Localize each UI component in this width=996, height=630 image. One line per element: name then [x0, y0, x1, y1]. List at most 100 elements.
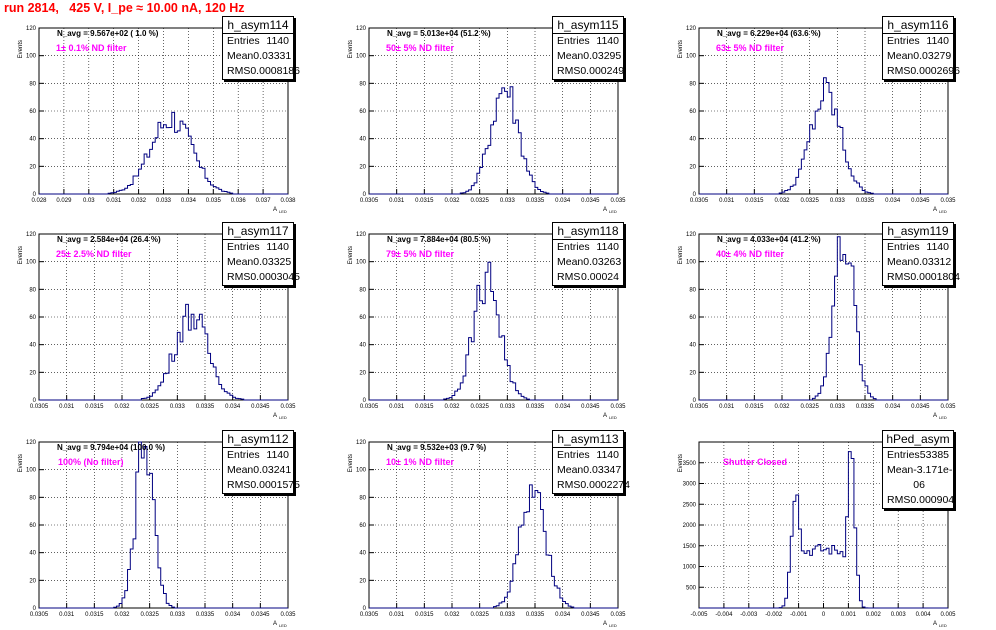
y-tick-label: 120: [26, 440, 37, 446]
x-tick-label: 0.002: [866, 612, 882, 618]
stats-value-mean: 0.03279: [913, 50, 952, 62]
x-tick-label: 0.035: [940, 404, 956, 410]
histogram-series: [369, 86, 618, 195]
x-tick-label: 0.0305: [30, 404, 49, 410]
x-tick-label: 0.0345: [581, 198, 600, 204]
stats-row-rms: RMS 0.0002696: [883, 64, 960, 79]
stats-row-rms: RMS 0.0002274: [553, 478, 630, 493]
x-axis-label: A: [273, 413, 277, 419]
x-tick-label: 0.0335: [856, 404, 875, 410]
x-axis-label-sub: LED: [609, 415, 617, 420]
x-tick-label: 0.0325: [470, 612, 489, 618]
stats-value-rms: 0.0002696: [910, 65, 960, 77]
x-tick-label: 0.032: [774, 404, 790, 410]
x-tick-label: 0.037: [256, 198, 272, 204]
y-tick-label: 3500: [683, 461, 697, 467]
x-tick-label: 0.0345: [911, 404, 930, 410]
stats-value-entries: 1140: [266, 241, 289, 253]
y-tick-label: 120: [686, 232, 697, 238]
y-tick-label: 60: [359, 315, 366, 321]
y-tick-label: 0: [363, 398, 367, 404]
x-tick-label: 0.032: [444, 404, 460, 410]
stats-value-mean: 0.03312: [913, 256, 952, 268]
x-axis-label-sub: LED: [609, 209, 617, 214]
stats-value-rms: 0.000904: [910, 494, 955, 506]
stats-row-mean: Mean 0.03263: [553, 255, 623, 270]
x-axis-label-sub: LED: [279, 415, 287, 420]
stats-value-rms: 0.0002274: [580, 479, 630, 491]
y-tick-label: 1000: [683, 565, 697, 571]
x-tick-label: 0.031: [719, 198, 735, 204]
stats-value-mean: 0.03347: [583, 464, 622, 476]
y-tick-label: 80: [359, 81, 366, 87]
x-tick-label: 0.034: [181, 198, 197, 204]
histogram-series: [699, 451, 948, 609]
stats-box: h_asym117 Entries 1140 Mean 0.03325 RMS 0.0003…: [222, 222, 300, 286]
stats-value-rms: 0.000249: [580, 65, 625, 77]
x-axis-label: A: [603, 413, 607, 419]
stats-box: h_asym115 Entries 1140 Mean 0.03295 RMS 0.0002…: [552, 16, 624, 80]
x-tick-label: 0.031: [106, 198, 122, 204]
y-tick-label: 40: [359, 343, 366, 349]
histogram-name: h_asym116: [883, 17, 953, 34]
y-tick-label: 20: [29, 164, 36, 170]
histogram-panel-h_asym118: 0.0305 0.031 0.0315 0.032 0.0325 0.033 0.0335 0…: [330, 222, 650, 422]
x-tick-label: 0.035: [610, 404, 626, 410]
navg-label: N_avg = 9.532e+03 (9.7 %): [387, 443, 487, 452]
navg-label: N_avg = 2.584e+04 (26.4 %): [57, 235, 161, 244]
y-tick-label: 0: [363, 192, 367, 198]
x-tick-label: 0.0315: [415, 404, 434, 410]
x-axis-label-sub: LED: [609, 623, 617, 628]
x-tick-label: 0.035: [610, 612, 626, 618]
stats-row-entries: Entries 1140: [883, 34, 953, 49]
x-tick-label: 0.0345: [581, 404, 600, 410]
x-tick-label: 0.0325: [470, 404, 489, 410]
filter-label: 100% (No filter): [58, 457, 124, 467]
stats-value-entries: 1140: [926, 35, 949, 47]
y-tick-label: 80: [29, 287, 36, 293]
x-tick-label: 0.033: [830, 404, 846, 410]
x-tick-label: 0.031: [59, 612, 75, 618]
stats-row-entries: Entries 1140: [223, 448, 293, 463]
x-tick-label: 0.029: [56, 198, 72, 204]
y-tick-label: 100: [26, 260, 37, 266]
x-tick-label: 0.0335: [856, 198, 875, 204]
x-axis-label: A: [273, 207, 277, 213]
y-tick-label: 120: [26, 232, 37, 238]
x-tick-label: 0.031: [59, 404, 75, 410]
y-tick-label: 40: [359, 551, 366, 557]
y-tick-label: 40: [29, 343, 36, 349]
x-tick-label: 0.0305: [690, 404, 709, 410]
histogram-name: hPed_asym: [883, 431, 953, 448]
stats-label-rms: RMS: [887, 494, 911, 506]
x-tick-label: 0.036: [231, 198, 247, 204]
y-tick-label: 100: [356, 468, 367, 474]
y-tick-label: 20: [689, 370, 696, 376]
x-tick-label: 0.033: [170, 404, 186, 410]
stats-row-entries: Entries 1140: [223, 240, 293, 255]
stats-label-mean: Mean: [557, 464, 584, 476]
stats-label-mean: Mean: [227, 256, 254, 268]
y-axis-label: Events: [18, 246, 24, 264]
histogram-name: h_asym115: [553, 17, 623, 34]
filter-label: 63± 5% ND filter: [716, 43, 784, 53]
stats-value-entries: 1140: [596, 241, 619, 253]
stats-label-rms: RMS: [557, 479, 581, 491]
y-tick-label: 20: [359, 164, 366, 170]
histogram-panel-h_asym117: 0.0305 0.031 0.0315 0.032 0.0325 0.033 0.0335 0…: [0, 222, 320, 422]
y-tick-label: 40: [29, 551, 36, 557]
stats-label-rms: RMS: [227, 271, 251, 283]
y-tick-label: 3000: [683, 482, 697, 488]
stats-value-mean: 0.03331: [253, 50, 292, 62]
x-tick-label: 0.031: [389, 404, 405, 410]
x-tick-label: 0.0305: [360, 404, 379, 410]
stats-box: h_asym112 Entries 1140 Mean 0.03241 RMS 0.0001…: [222, 430, 300, 494]
stats-label-entries: Entries: [557, 241, 590, 253]
y-tick-label: 100: [686, 54, 697, 60]
x-tick-label: 0.0325: [800, 404, 819, 410]
y-tick-label: 80: [689, 81, 696, 87]
stats-label-entries: Entries: [887, 449, 920, 461]
histogram-panel-h_asym119: 0.0305 0.031 0.0315 0.032 0.0325 0.033 0.0335 0…: [660, 222, 980, 422]
x-axis-label-sub: LED: [279, 623, 287, 628]
x-tick-label: 0.033: [500, 198, 516, 204]
